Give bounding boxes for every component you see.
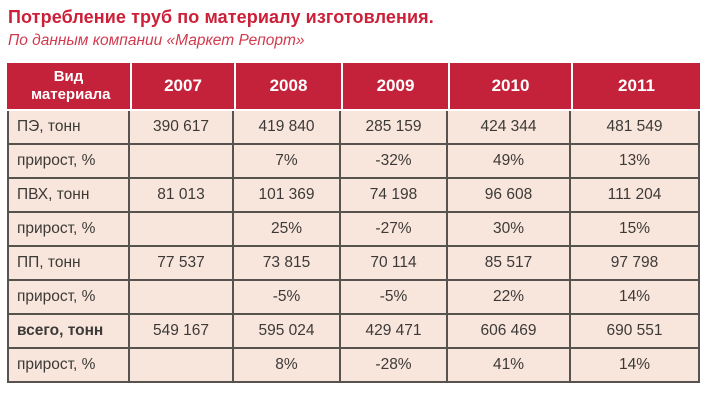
header-cell-2008: 2008: [234, 62, 341, 111]
cell-value: 606 469: [448, 314, 571, 349]
consumption-table: Вид материала 2007 2008 2009 2010 2011 П…: [7, 62, 700, 383]
table-row: всего, тонн 549 167 595 024 429 471 606 469 6…: [7, 314, 700, 349]
cell-value: 429 471: [341, 314, 448, 349]
table-row: прирост, % -5% -5% 22% 14%: [7, 280, 700, 315]
cell-value: 690 551: [571, 314, 700, 349]
row-label: прирост, %: [7, 144, 130, 179]
row-label: прирост, %: [7, 212, 130, 247]
page-title: Потребление труб по материалу изготовлен…: [8, 7, 434, 27]
table-row: прирост, % 8% -28% 41% 14%: [7, 348, 700, 383]
cell-value: 549 167: [130, 314, 234, 349]
cell-value: 22%: [448, 280, 571, 315]
row-label: ПВХ, тонн: [7, 178, 130, 213]
header-cell-2007: 2007: [130, 62, 234, 111]
cell-value: 15%: [571, 212, 700, 247]
cell-value: 30%: [448, 212, 571, 247]
table-row: ПВХ, тонн 81 013 101 369 74 198 96 608 111 20…: [7, 178, 700, 213]
cell-value: -32%: [341, 144, 448, 179]
cell-value: 390 617: [130, 110, 234, 145]
row-label: ПЭ, тонн: [7, 110, 130, 145]
header-cell-2010: 2010: [448, 62, 571, 111]
table-row: ПП, тонн 77 537 73 815 70 114 85 517 97 798: [7, 246, 700, 281]
cell-value: [130, 348, 234, 383]
cell-value: 14%: [571, 280, 700, 315]
cell-value: -27%: [341, 212, 448, 247]
cell-value: 73 815: [234, 246, 341, 281]
row-label: ПП, тонн: [7, 246, 130, 281]
cell-value: -28%: [341, 348, 448, 383]
table-header: Вид материала 2007 2008 2009 2010 2011: [7, 62, 700, 111]
cell-value: 7%: [234, 144, 341, 179]
cell-value: [130, 212, 234, 247]
table-row: прирост, % 7% -32% 49% 13%: [7, 144, 700, 179]
header-cell-material: Вид материала: [7, 62, 130, 111]
header-cell-2011: 2011: [571, 62, 700, 111]
cell-value: 97 798: [571, 246, 700, 281]
cell-value: 595 024: [234, 314, 341, 349]
page-subtitle: По данным компании «Маркет Репорт»: [8, 31, 305, 49]
cell-value: 101 369: [234, 178, 341, 213]
cell-value: 13%: [571, 144, 700, 179]
cell-value: 49%: [448, 144, 571, 179]
cell-value: 285 159: [341, 110, 448, 145]
cell-value: 419 840: [234, 110, 341, 145]
cell-value: [130, 144, 234, 179]
cell-value: 81 013: [130, 178, 234, 213]
cell-value: 96 608: [448, 178, 571, 213]
cell-value: 8%: [234, 348, 341, 383]
row-label: всего, тонн: [7, 314, 130, 349]
cell-value: 14%: [571, 348, 700, 383]
cell-value: -5%: [341, 280, 448, 315]
cell-value: 481 549: [571, 110, 700, 145]
row-label: прирост, %: [7, 280, 130, 315]
table-body: ПЭ, тонн 390 617 419 840 285 159 424 344 481 …: [7, 110, 700, 383]
cell-value: 77 537: [130, 246, 234, 281]
cell-value: 424 344: [448, 110, 571, 145]
cell-value: [130, 280, 234, 315]
header-cell-2009: 2009: [341, 62, 448, 111]
cell-value: 25%: [234, 212, 341, 247]
row-label: прирост, %: [7, 348, 130, 383]
cell-value: -5%: [234, 280, 341, 315]
header-row: Вид материала 2007 2008 2009 2010 2011: [7, 62, 700, 111]
cell-value: 41%: [448, 348, 571, 383]
table-row: ПЭ, тонн 390 617 419 840 285 159 424 344 481 …: [7, 110, 700, 145]
cell-value: 111 204: [571, 178, 700, 213]
cell-value: 70 114: [341, 246, 448, 281]
table-row: прирост, % 25% -27% 30% 15%: [7, 212, 700, 247]
cell-value: 85 517: [448, 246, 571, 281]
cell-value: 74 198: [341, 178, 448, 213]
